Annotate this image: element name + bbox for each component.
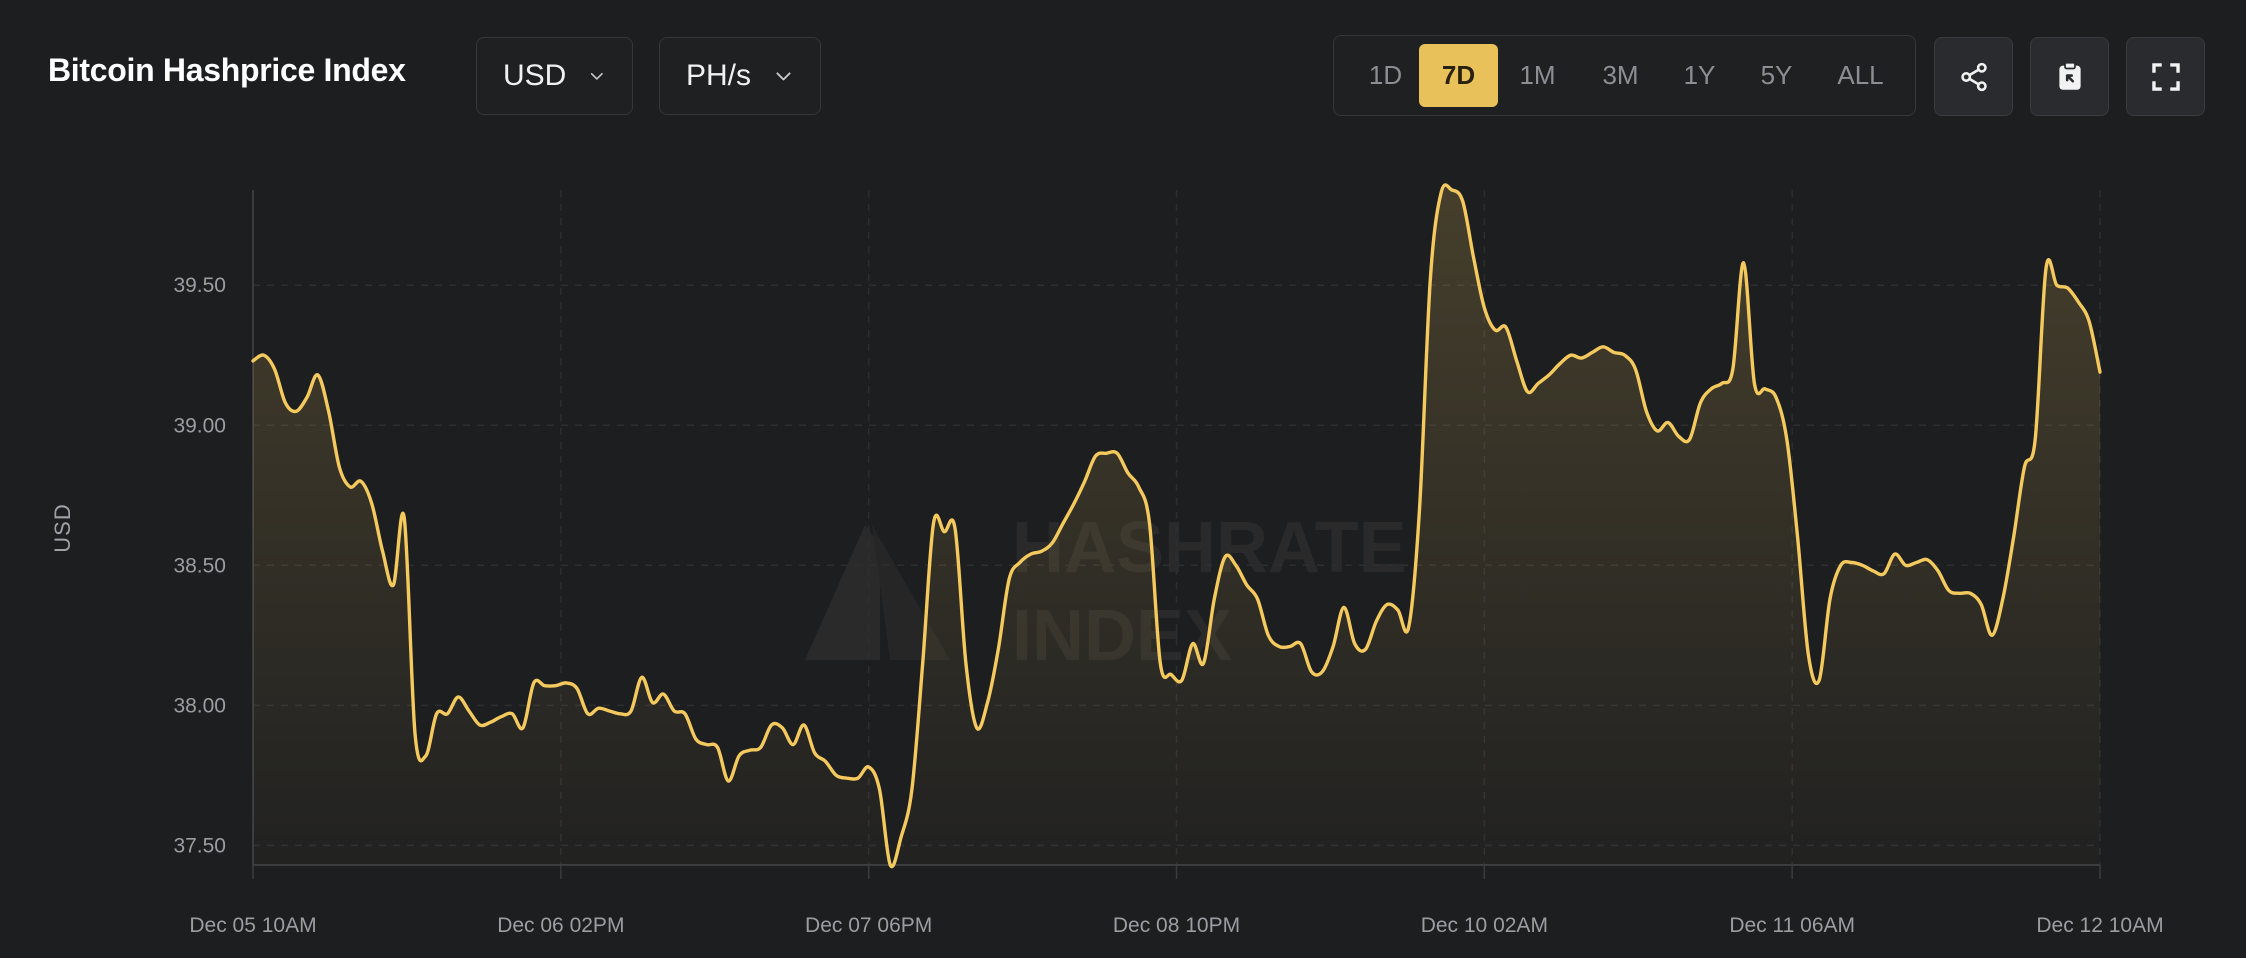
y-tick-label: 38.00 [173, 694, 226, 717]
y-tick-label: 39.00 [173, 414, 226, 437]
range-1d-button[interactable]: 1D [1368, 60, 1403, 90]
x-tick-label: Dec 08 10PM [1113, 914, 1240, 937]
price-area [253, 184, 2100, 867]
fullscreen-icon [2151, 62, 2180, 91]
range-5y-button[interactable]: 5Y [1760, 60, 1793, 90]
chevron-down-icon [776, 72, 791, 81]
x-tick-label: Dec 06 02PM [497, 914, 624, 937]
fullscreen-button[interactable] [2126, 37, 2205, 116]
x-tick-label: Dec 10 02AM [1421, 914, 1548, 937]
currency-value: USD [503, 59, 567, 92]
time-range-selector: 1D 7D 1M 3M 1Y 5Y ALL [1333, 35, 1916, 116]
range-all-button[interactable]: ALL [1837, 60, 1884, 90]
range-1m-button[interactable]: 1M [1519, 60, 1556, 90]
share-button[interactable] [1934, 37, 2013, 116]
unit-value: PH/s [686, 59, 752, 92]
range-7d-button[interactable]: 7D [1419, 44, 1498, 107]
x-tick-label: Dec 05 10AM [189, 914, 316, 937]
y-tick-label: 39.50 [173, 274, 226, 297]
range-3m-button[interactable]: 3M [1602, 60, 1639, 90]
x-tick-label: Dec 11 06AM [1729, 914, 1855, 937]
currency-dropdown[interactable]: USD [476, 37, 633, 115]
unit-dropdown[interactable]: PH/s [659, 37, 821, 115]
x-tick-label: Dec 07 06PM [805, 914, 932, 937]
page-title: Bitcoin Hashprice Index [48, 52, 406, 88]
x-tick-label: Dec 12 10AM [2036, 914, 2163, 937]
clipboard-icon [2058, 61, 2081, 90]
y-tick-label: 38.50 [173, 554, 226, 577]
copy-to-clipboard-button[interactable] [2030, 37, 2109, 116]
y-tick-label: 37.50 [173, 834, 226, 857]
chevron-down-icon [591, 72, 604, 80]
share-icon [1960, 62, 1987, 91]
range-1y-button[interactable]: 1Y [1683, 60, 1716, 90]
price-line [251, 183, 2102, 869]
